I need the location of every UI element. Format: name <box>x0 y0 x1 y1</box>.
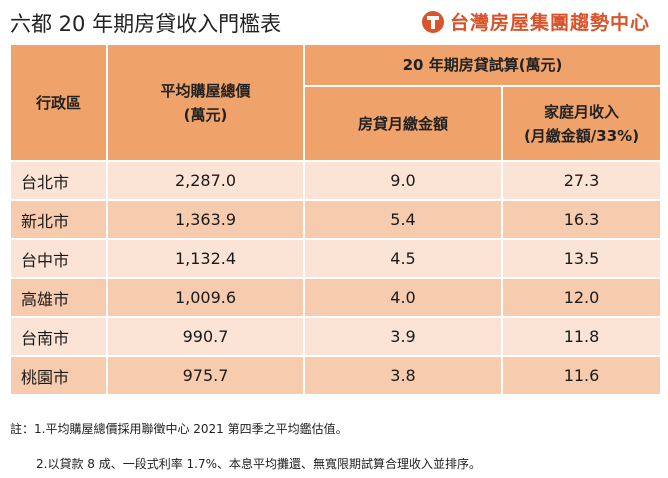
income-cell: 16.3 <box>501 199 662 240</box>
table-row: 台中市 1,132.4 4.5 13.5 <box>9 238 662 279</box>
header-household-income: 家庭月收入 (月繳金額/33%) <box>501 85 662 162</box>
payment-cell: 4.0 <box>303 277 503 318</box>
price-cell: 975.7 <box>106 355 305 396</box>
table-row: 台南市 990.7 3.9 11.8 <box>9 316 662 357</box>
table-row: 桃園市 975.7 3.8 11.6 <box>9 355 662 396</box>
payment-cell: 3.8 <box>303 355 503 396</box>
header-income-formula: (月繳金額/33%) <box>523 126 640 145</box>
page-title: 六都 20 年期房貸收入門檻表 <box>10 12 282 36</box>
payment-cell: 9.0 <box>303 160 503 201</box>
city-cell: 台中市 <box>9 238 108 279</box>
city-cell: 新北市 <box>9 199 108 240</box>
header-avg-price-label: 平均購屋總價 <box>160 81 251 100</box>
header-loan-group: 20 年期房貸試算(萬元) <box>303 43 662 87</box>
footnote-2: 2.以貸款 8 成、一段式利率 1.7%、本息平均攤還、無寬限期試算合理收入並排… <box>36 457 482 471</box>
city-cell: 高雄市 <box>9 277 108 318</box>
table-row: 新北市 1,363.9 5.4 16.3 <box>9 199 662 240</box>
footnote-1: 註：1.平均購屋總價採用聯徵中心 2021 第四季之平均鑑估值。 <box>10 422 348 436</box>
price-cell: 2,287.0 <box>106 160 305 201</box>
price-cell: 1,363.9 <box>106 199 305 240</box>
city-cell: 台北市 <box>9 160 108 201</box>
t-logo-icon <box>421 10 444 33</box>
city-cell: 桃園市 <box>9 355 108 396</box>
price-cell: 1,132.4 <box>106 238 305 279</box>
price-cell: 990.7 <box>106 316 305 357</box>
income-cell: 27.3 <box>501 160 662 201</box>
brand-logo: 台灣房屋集團趨勢中心 <box>421 8 650 35</box>
price-cell: 1,009.6 <box>106 277 305 318</box>
header-income-label: 家庭月收入 <box>543 102 619 121</box>
income-threshold-table: 行政區 平均購屋總價 (萬元) 20 年期房貸試算(萬元) 房貸月繳金額 家庭月… <box>9 43 662 396</box>
income-cell: 12.0 <box>501 277 662 318</box>
header-avg-price-unit: (萬元) <box>183 105 228 124</box>
income-cell: 13.5 <box>501 238 662 279</box>
payment-cell: 3.9 <box>303 316 503 357</box>
city-cell: 台南市 <box>9 316 108 357</box>
payment-cell: 5.4 <box>303 199 503 240</box>
header-avg-price: 平均購屋總價 (萬元) <box>106 43 305 162</box>
table-row: 台北市 2,287.0 9.0 27.3 <box>9 160 662 201</box>
table-row: 高雄市 1,009.6 4.0 12.0 <box>9 277 662 318</box>
income-cell: 11.6 <box>501 355 662 396</box>
header-monthly-payment: 房貸月繳金額 <box>303 85 503 162</box>
payment-cell: 4.5 <box>303 238 503 279</box>
header-district: 行政區 <box>9 43 108 162</box>
brand-name: 台灣房屋集團趨勢中心 <box>449 12 650 34</box>
income-cell: 11.8 <box>501 316 662 357</box>
